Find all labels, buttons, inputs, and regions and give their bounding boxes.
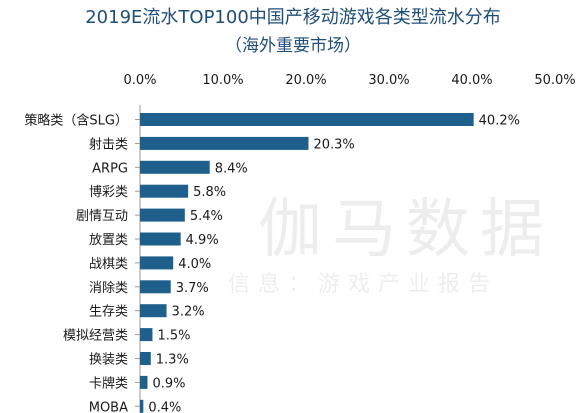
category-label: MOBA (89, 400, 128, 413)
bar (140, 136, 309, 150)
category-label: 消除类 (89, 281, 128, 296)
data-label: 8.4% (215, 161, 248, 176)
category-label: 剧情互动 (76, 209, 128, 224)
bar (140, 280, 171, 294)
x-tick-label: 50.0% (534, 73, 575, 88)
data-label: 20.3% (313, 137, 354, 152)
category-label: 换装类 (89, 353, 128, 368)
category-label: 博彩类 (89, 185, 128, 200)
watermark-main: 伽马数据 (258, 193, 554, 267)
bar (140, 184, 189, 198)
category-label: 生存类 (89, 305, 128, 320)
watermark-sub: 信息：游戏产业报告 (228, 272, 499, 297)
bar (140, 160, 210, 174)
category-label: 模拟经营类 (63, 329, 128, 344)
x-tick-label: 10.0% (202, 73, 243, 88)
x-tick-label: 0.0% (123, 73, 156, 88)
x-tick-label: 30.0% (368, 73, 409, 88)
chart-title: 2019E流水TOP100中国产移动游戏各类型流水分布 (85, 7, 501, 28)
category-label: 放置类 (89, 233, 128, 248)
category-label: 卡牌类 (89, 375, 128, 391)
bar (140, 399, 144, 413)
bar (140, 304, 167, 318)
data-label: 0.9% (152, 376, 185, 391)
data-label: 1.5% (157, 329, 190, 344)
x-tick-label: 20.0% (285, 73, 326, 88)
data-label: 5.4% (190, 209, 223, 224)
data-label: 0.4% (148, 400, 181, 413)
data-label: 40.2% (479, 114, 520, 129)
bar (140, 232, 181, 246)
bar (140, 375, 148, 389)
data-label: 4.0% (178, 257, 211, 272)
bar (140, 256, 174, 270)
category-label: 射击类 (89, 136, 128, 152)
data-label: 4.9% (186, 233, 219, 248)
category-label: 策略类（含SLG） (24, 113, 128, 129)
bar (140, 352, 151, 365)
chart-subtitle: （海外重要市场） (225, 36, 361, 56)
x-tick-label: 40.0% (451, 73, 492, 88)
bar (140, 208, 185, 222)
category-label: ARPG (92, 161, 128, 176)
bar (140, 113, 474, 126)
data-label: 3.2% (172, 305, 205, 320)
data-label: 3.7% (176, 281, 209, 296)
data-label: 1.3% (156, 353, 189, 368)
bar (140, 328, 153, 342)
data-label: 5.8% (193, 185, 226, 200)
category-label: 战棋类 (89, 257, 128, 272)
